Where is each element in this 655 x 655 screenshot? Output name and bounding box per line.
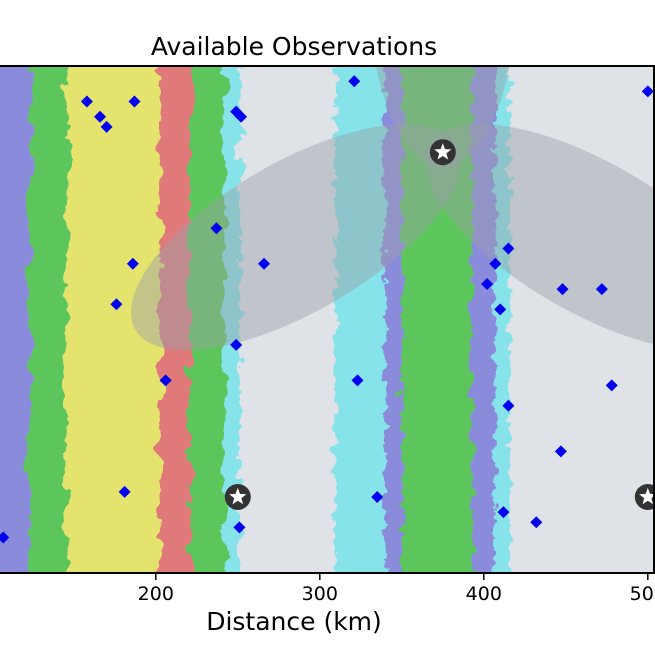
observation-marker [128,95,141,108]
observation-marker [100,120,113,133]
observation-marker [502,399,515,412]
observation-marker [641,85,654,98]
station-marker [429,139,456,166]
observation-marker [126,257,139,270]
star-icon [639,487,655,505]
observation-marker [489,257,502,270]
x-tick-label: 400 [466,583,502,605]
plot-area [0,66,655,573]
observation-marker [348,75,361,88]
station-markers [224,139,655,510]
observation-marker [481,278,494,291]
observation-marker [605,379,618,392]
observation-marker [94,110,107,123]
plot-frame [0,65,655,574]
observation-marker [497,506,510,519]
star-icon [434,143,452,160]
observation-marker [502,242,515,255]
coverage-ellipse-1 [131,124,461,351]
rain-band-right [335,66,510,573]
observation-marker [80,95,93,108]
chart-title: Available Observations [151,32,437,61]
station-marker [634,483,655,510]
x-tick-label: 300 [302,583,338,605]
observation-marker [230,338,243,351]
observation-marker [595,283,608,296]
observation-marker [554,445,567,458]
observation-marker [351,374,364,387]
observation-marker [494,303,507,316]
station-marker [224,483,251,510]
rain-band-very-heavy-left [160,66,190,573]
observation-marker [210,222,223,235]
coverage-ellipse-2 [425,124,655,351]
x-tick-label: 500 [630,583,655,605]
x-tick-label: 200 [138,583,174,605]
observation-marker [110,298,123,311]
observation-marker [556,283,569,296]
star-icon [229,487,247,505]
coverage-ellipse-3 [367,66,518,168]
x-axis-label: Distance (km) [206,607,382,636]
observation-marker [235,110,248,123]
observation-marker [371,490,384,503]
x-axis: 200 300 400 500 [138,573,655,605]
coverage-ellipses [131,66,655,351]
observation-marker [233,521,246,534]
observation-marker [159,374,172,387]
observation-markers [0,75,654,544]
observation-marker [0,531,10,544]
observation-marker [530,516,543,529]
observation-marker [258,257,271,270]
observation-marker [118,485,131,498]
